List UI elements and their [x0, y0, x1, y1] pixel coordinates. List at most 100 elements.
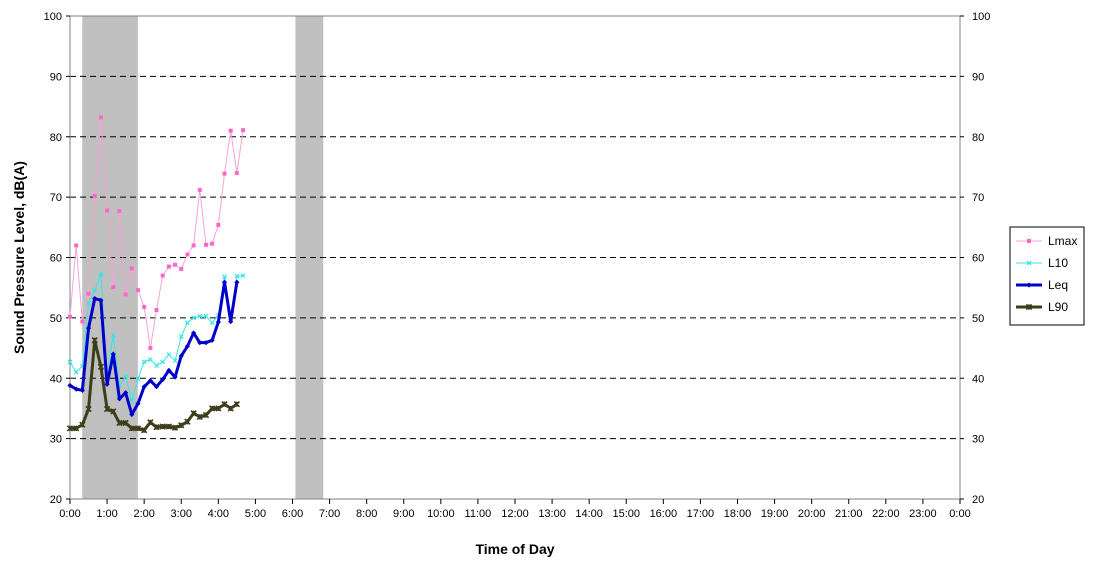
- legend-item-l90: L90: [1016, 300, 1068, 314]
- data-point: [215, 319, 221, 325]
- data-point: [135, 288, 140, 293]
- x-tick-label: 2:00: [133, 508, 154, 520]
- x-tick-label: 12:00: [501, 508, 529, 520]
- data-point: [128, 425, 135, 432]
- x-axis: 0:00 1:00 2:00 3:00 4:00 5:00 6:00 7:00 8:00 9:00…: [59, 499, 971, 520]
- x-tick-label: 22:00: [872, 508, 900, 520]
- right-y-axis: 20 30 40 50 60 70 80 90 100: [960, 11, 990, 506]
- data-point: [110, 351, 116, 357]
- data-point: [153, 423, 160, 431]
- data-point: [129, 398, 135, 404]
- right-tick-label: 80: [972, 132, 984, 144]
- data-point: [129, 266, 134, 271]
- data-point: [160, 359, 166, 365]
- data-point: [103, 405, 111, 413]
- data-point: [134, 425, 142, 432]
- data-point: [1026, 282, 1032, 288]
- series-lmax: [68, 115, 246, 351]
- left-tick-label: 30: [50, 434, 62, 446]
- data-point: [185, 252, 190, 257]
- data-point: [123, 292, 128, 297]
- left-tick-label: 50: [50, 313, 62, 325]
- data-point: [185, 320, 190, 326]
- data-point: [123, 390, 129, 396]
- x-tick-label: 17:00: [687, 508, 715, 520]
- legend-label: Lmax: [1048, 234, 1077, 248]
- data-point: [190, 330, 197, 336]
- data-point: [203, 242, 208, 247]
- data-point: [98, 297, 104, 303]
- data-point: [191, 243, 196, 248]
- data-point: [233, 401, 241, 408]
- data-point: [66, 425, 74, 432]
- data-point: [79, 387, 85, 393]
- series-l90: [66, 337, 241, 434]
- data-point: [98, 115, 103, 120]
- data-point: [196, 413, 203, 421]
- left-tick-label: 40: [50, 373, 62, 385]
- right-tick-label: 70: [972, 192, 984, 204]
- data-point: [91, 337, 98, 344]
- x-tick-label: 3:00: [171, 508, 192, 520]
- x-tick-label: 8:00: [356, 508, 377, 520]
- data-point: [79, 421, 86, 428]
- x-tick-label: 5:00: [245, 508, 266, 520]
- left-tick-label: 20: [50, 494, 62, 506]
- data-point: [184, 343, 191, 349]
- data-point: [221, 401, 228, 408]
- data-point: [154, 308, 159, 313]
- data-point: [1025, 303, 1033, 311]
- data-point: [1027, 239, 1031, 243]
- data-point: [92, 295, 98, 302]
- data-point: [160, 376, 166, 383]
- data-point: [159, 423, 166, 430]
- data-point: [105, 208, 110, 213]
- legend-box: [1009, 226, 1085, 326]
- data-point: [203, 313, 209, 319]
- data-point: [166, 264, 171, 269]
- data-point: [141, 427, 148, 434]
- x-tick-label: 13:00: [538, 508, 566, 520]
- data-point: [153, 384, 160, 390]
- data-point: [73, 369, 79, 375]
- data-point: [197, 187, 202, 192]
- data-point: [216, 222, 221, 227]
- data-point: [74, 243, 79, 248]
- data-point: [202, 411, 210, 419]
- x-axis-title: Time of Day: [475, 541, 554, 557]
- data-point: [178, 422, 185, 429]
- right-tick-label: 20: [972, 494, 984, 506]
- x-tick-label: 20:00: [798, 508, 826, 520]
- legend-label: L90: [1048, 300, 1068, 314]
- data-point: [228, 318, 234, 325]
- data-point: [154, 363, 159, 368]
- data-point: [142, 305, 147, 310]
- right-tick-label: 100: [972, 11, 990, 23]
- x-tick-label: 7:00: [319, 508, 340, 520]
- legend-item-leq: Leq: [1016, 278, 1068, 292]
- right-tick-label: 40: [972, 373, 984, 385]
- shaded-periods: [82, 16, 324, 499]
- left-tick-label: 70: [50, 192, 62, 204]
- x-tick-label: 0:00: [59, 508, 80, 520]
- data-point: [110, 332, 116, 338]
- data-point: [184, 418, 191, 425]
- legend-item-lmax: Lmax: [1016, 234, 1077, 248]
- data-point: [240, 273, 246, 279]
- data-point: [197, 313, 203, 319]
- data-point: [1026, 260, 1032, 266]
- data-point: [209, 320, 215, 326]
- gridlines: [70, 75, 960, 440]
- series-line-l90: [70, 338, 238, 432]
- left-tick-label: 60: [50, 253, 62, 265]
- x-tick-label: 9:00: [393, 508, 414, 520]
- data-point: [116, 419, 123, 427]
- data-point: [179, 266, 184, 271]
- x-tick-label: 23:00: [909, 508, 937, 520]
- data-point: [178, 353, 184, 359]
- right-tick-label: 90: [972, 71, 984, 83]
- data-point: [191, 315, 197, 321]
- data-point: [67, 359, 73, 365]
- data-point: [172, 358, 178, 364]
